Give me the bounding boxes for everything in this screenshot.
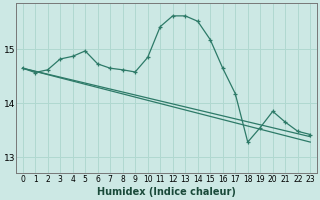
X-axis label: Humidex (Indice chaleur): Humidex (Indice chaleur) — [97, 187, 236, 197]
